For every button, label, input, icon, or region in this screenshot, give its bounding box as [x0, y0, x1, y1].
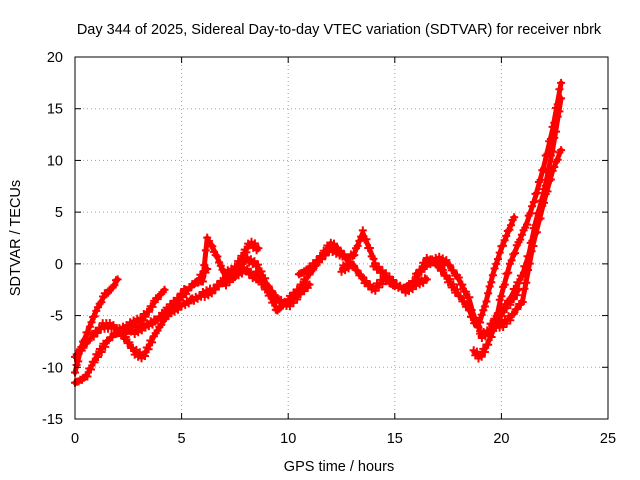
plot-frame	[74, 56, 609, 420]
chart-title: Day 344 of 2025, Sidereal Day-to-day VTE…	[77, 22, 602, 38]
series-line	[488, 287, 521, 329]
y-tick-label: 0	[55, 257, 63, 273]
series-line	[466, 214, 517, 329]
y-tick-label: 20	[47, 50, 63, 66]
x-axis-label: GPS time / hours	[284, 459, 394, 475]
series-layer	[71, 78, 566, 387]
y-tick-label: -15	[42, 412, 63, 428]
grid	[75, 57, 608, 419]
series-line	[189, 235, 261, 287]
series-track-17	[486, 285, 523, 330]
x-tick-label: 25	[600, 431, 616, 447]
y-axis-label: SDTVAR / TECUs	[8, 180, 24, 296]
y-tick-label: -5	[50, 309, 63, 325]
series-line	[488, 147, 564, 329]
series-track-13	[465, 213, 519, 331]
x-tick-label: 10	[280, 431, 296, 447]
y-tick-label: -10	[42, 360, 63, 376]
y-tick-label: 5	[55, 205, 63, 221]
y-tick-label: 15	[47, 102, 63, 118]
x-tick-label: 5	[178, 431, 186, 447]
series-line	[296, 230, 376, 277]
series-track-9	[294, 226, 378, 279]
series-track-14	[469, 78, 566, 363]
x-tick-label: 20	[493, 431, 509, 447]
x-tick-label: 0	[71, 431, 79, 447]
series-line	[471, 80, 564, 360]
axis-ticks: 0 5 10 15 20 25 -15 -10 -5 0 5 10 15 20	[42, 50, 616, 447]
x-tick-label: 15	[387, 431, 403, 447]
y-tick-label: 10	[47, 153, 63, 169]
